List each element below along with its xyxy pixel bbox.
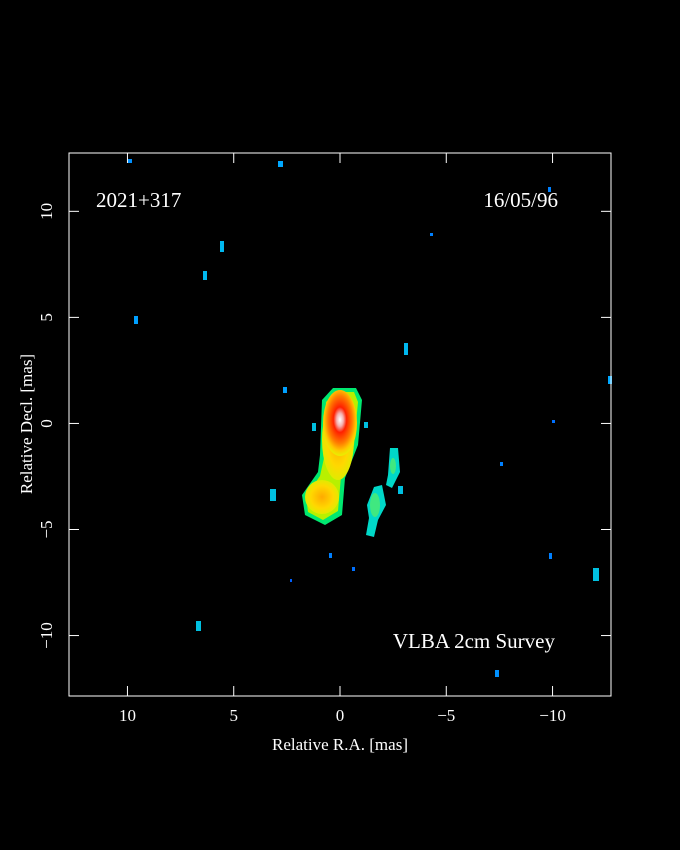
x-tick-label: −10 xyxy=(539,706,566,725)
x-tick-label: 5 xyxy=(229,706,238,725)
y-tick-label: 0 xyxy=(37,419,56,428)
x-axis-label: Relative R.A. [mas] xyxy=(272,735,408,754)
x-tick-label: 10 xyxy=(119,706,136,725)
source-map xyxy=(128,159,612,677)
y-tick-label: −5 xyxy=(37,520,56,538)
annotation: VLBA 2cm Survey xyxy=(393,629,556,653)
epoch: 16/05/96 xyxy=(483,188,558,212)
y-tick-label: −10 xyxy=(37,622,56,649)
y-tick-label: 5 xyxy=(37,313,56,322)
y-tick-label: 10 xyxy=(37,203,56,220)
x-tick-label: −5 xyxy=(437,706,455,725)
source-name: 2021+317 xyxy=(96,188,181,212)
y-axis-label: Relative Decl. [mas] xyxy=(17,354,36,494)
x-tick-label: 0 xyxy=(336,706,345,725)
